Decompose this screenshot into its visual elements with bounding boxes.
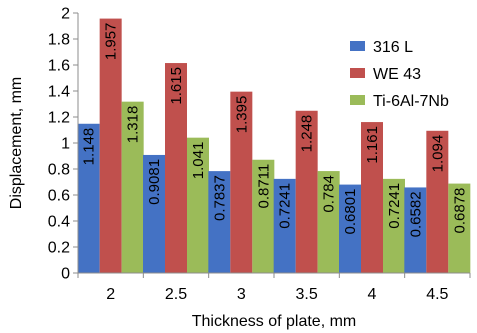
bar-we-43: [230, 91, 253, 274]
data-label: 1.615: [168, 67, 185, 105]
bar-we-43: [426, 130, 449, 273]
y-tick-label: 1.4: [48, 84, 70, 101]
bar-we-43: [165, 63, 187, 273]
y-tick-label: 0.2: [48, 240, 70, 257]
y-axis-ticks: 0 0.2 0.4 0.6 0.8 1 1.2 1.4 1.6 1.8 2: [48, 6, 78, 283]
bar-ti-6al-7nb: [252, 159, 275, 273]
bar-ti-6al-7nb: [448, 183, 471, 273]
x-tick-label: 3: [237, 286, 246, 303]
bar-we-43: [295, 110, 318, 273]
data-label: 0.7241: [277, 183, 294, 229]
bar-316-l: [143, 154, 165, 273]
bar-ti-6al-7nb: [317, 171, 340, 273]
data-label: 0.6878: [451, 188, 468, 234]
data-label: 1.395: [233, 96, 250, 134]
y-tick-label: 0: [61, 266, 70, 283]
data-label: 1.957: [103, 23, 120, 61]
y-axis-title: Displacement, mm: [8, 77, 25, 209]
x-tick-label: 3.5: [296, 286, 318, 303]
data-label: 1.148: [81, 128, 98, 166]
bar-316-l: [339, 184, 361, 273]
y-tick-label: 0.8: [48, 162, 70, 179]
legend-label: 316 L: [373, 39, 413, 56]
bar-316-l: [208, 171, 231, 273]
x-tick-label: 2: [106, 286, 115, 303]
data-label: 0.9081: [146, 159, 163, 205]
data-label: 1.248: [299, 115, 316, 153]
bar-we-43: [99, 18, 122, 274]
legend: 316 L WE 43 Ti-6Al-7Nb: [350, 39, 449, 110]
bar-ti-6al-7nb: [383, 178, 405, 273]
data-label: 0.6582: [407, 191, 424, 237]
y-tick-label: 1.6: [48, 58, 70, 75]
data-label: 0.7241: [386, 183, 403, 229]
x-tick-label: 2.5: [165, 286, 187, 303]
data-label: 1.094: [429, 135, 446, 173]
bar-316-l: [77, 123, 100, 273]
y-tick-label: 1: [61, 136, 70, 153]
bar-ti-6al-7nb: [121, 101, 144, 273]
data-label: 0.784: [321, 175, 338, 213]
legend-swatch: [350, 68, 365, 78]
bar-316-l: [404, 187, 427, 273]
bar-316-l: [273, 178, 296, 273]
y-tick-label: 0.4: [48, 214, 70, 231]
y-tick-label: 1.2: [48, 110, 70, 127]
data-label: 1.161: [364, 126, 381, 164]
data-label: 0.6801: [342, 189, 359, 235]
y-tick-label: 0.6: [48, 188, 70, 205]
y-tick-label: 2: [61, 6, 70, 23]
legend-swatch: [350, 95, 365, 105]
x-tick-label: 4: [368, 286, 377, 303]
data-label: 0.8711: [255, 164, 272, 209]
legend-label: Ti-6Al-7Nb: [373, 93, 449, 110]
bars-layer: [77, 18, 471, 274]
y-tick-label: 1.8: [48, 32, 70, 49]
bar-we-43: [361, 122, 383, 273]
data-label: 1.041: [190, 142, 207, 180]
data-label: 0.7837: [211, 175, 228, 221]
data-label: 1.318: [125, 106, 142, 144]
x-tick-label: 4.5: [426, 286, 448, 303]
x-axis-ticks: 2 2.5 3 3.5 4 4.5: [77, 273, 471, 303]
legend-swatch: [350, 41, 365, 51]
legend-label: WE 43: [373, 66, 421, 83]
x-axis-title: Thickness of plate, mm: [192, 313, 357, 330]
bar-ti-6al-7nb: [187, 137, 209, 273]
